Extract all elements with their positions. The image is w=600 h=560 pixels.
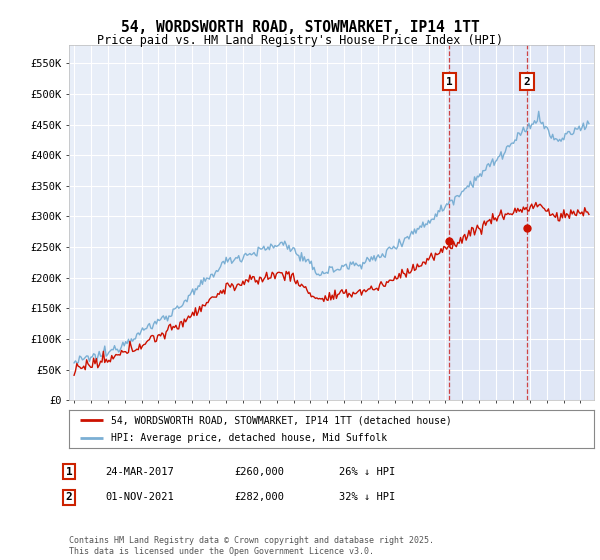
Bar <box>449 45 600 400</box>
Text: 26% ↓ HPI: 26% ↓ HPI <box>339 466 395 477</box>
Text: 24-MAR-2017: 24-MAR-2017 <box>105 466 174 477</box>
Text: HPI: Average price, detached house, Mid Suffolk: HPI: Average price, detached house, Mid … <box>111 433 387 443</box>
Text: £260,000: £260,000 <box>234 466 284 477</box>
Text: 32% ↓ HPI: 32% ↓ HPI <box>339 492 395 502</box>
Text: 2: 2 <box>65 492 73 502</box>
Text: 54, WORDSWORTH ROAD, STOWMARKET, IP14 1TT: 54, WORDSWORTH ROAD, STOWMARKET, IP14 1T… <box>121 20 479 35</box>
Text: 1: 1 <box>446 77 453 87</box>
Text: 1: 1 <box>65 466 73 477</box>
Text: Contains HM Land Registry data © Crown copyright and database right 2025.
This d: Contains HM Land Registry data © Crown c… <box>69 536 434 556</box>
Text: 01-NOV-2021: 01-NOV-2021 <box>105 492 174 502</box>
Text: Price paid vs. HM Land Registry's House Price Index (HPI): Price paid vs. HM Land Registry's House … <box>97 34 503 46</box>
Text: £282,000: £282,000 <box>234 492 284 502</box>
Text: 54, WORDSWORTH ROAD, STOWMARKET, IP14 1TT (detached house): 54, WORDSWORTH ROAD, STOWMARKET, IP14 1T… <box>111 415 452 425</box>
Text: 2: 2 <box>524 77 530 87</box>
